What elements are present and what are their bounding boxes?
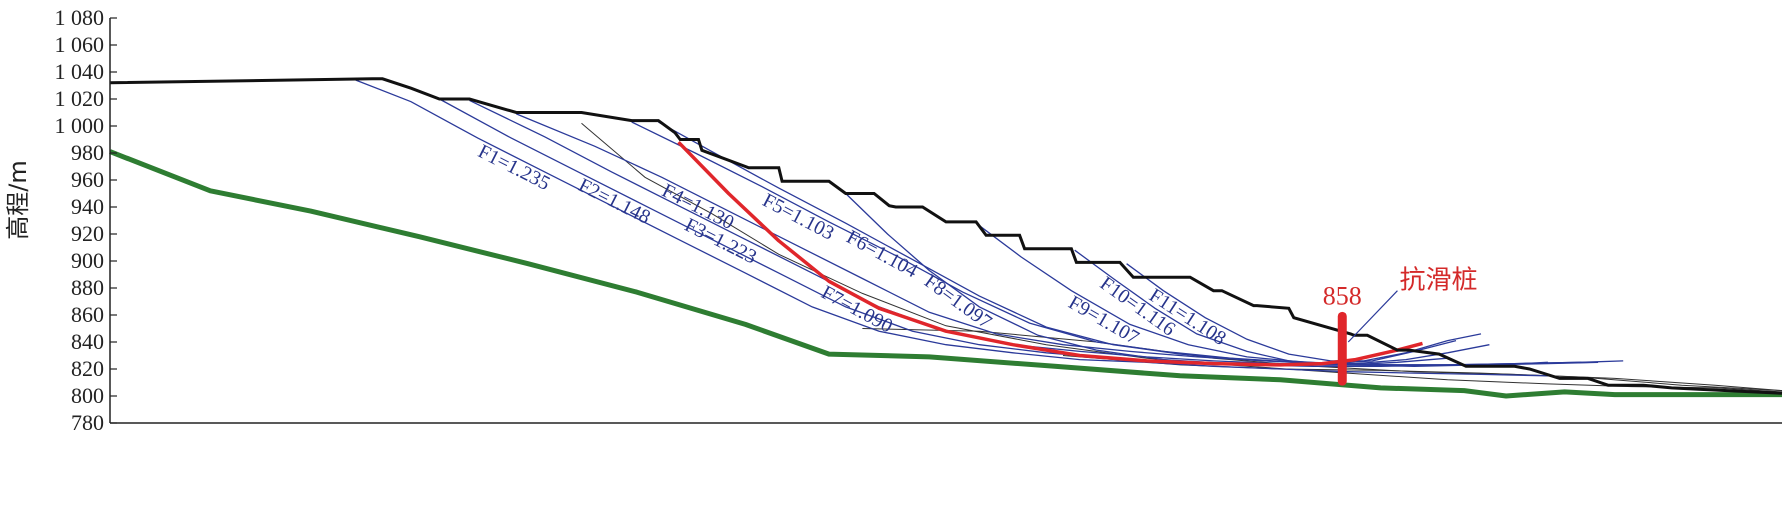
- thin-line-2: [862, 328, 1783, 392]
- pile-leader-line: [1347, 290, 1398, 343]
- thin-line-1: [581, 122, 1783, 393]
- y-tick-label: 840: [71, 329, 104, 354]
- slip-surface-f11: [1126, 263, 1482, 362]
- slip-surface-f10: [1074, 249, 1457, 365]
- y-axis-label: 高程/m: [4, 160, 32, 239]
- y-tick-label: 940: [71, 194, 104, 219]
- y-tick-label: 800: [71, 383, 104, 408]
- y-tick-label: 980: [71, 140, 104, 165]
- y-tick-label: 1 080: [55, 5, 105, 30]
- slip-surface-f5: [631, 121, 1548, 366]
- curve-label-f5: F5=1.103: [759, 189, 838, 244]
- y-tick-label: 880: [71, 275, 104, 300]
- critical-slip-surface: [677, 140, 1423, 367]
- bedrock-surface-line: [109, 149, 1782, 399]
- y-tick-label: 900: [71, 248, 104, 273]
- slip-surface-f6: [658, 121, 1582, 366]
- y-tick-label: 1 000: [55, 113, 105, 138]
- slip-surface-f2: [439, 98, 1624, 367]
- anti-slide-pile-group: 858 抗滑桩: [1323, 266, 1477, 386]
- y-tick-label: 780: [71, 410, 104, 435]
- y-tick-label: 1 020: [55, 86, 105, 111]
- slip-surface-f3: [469, 99, 1599, 367]
- slip-surface-f9: [975, 222, 1490, 365]
- y-tick-label: 1 040: [55, 59, 105, 84]
- curve-label-f2: F2=1.148: [575, 174, 654, 229]
- y-tick-label: 820: [71, 356, 104, 381]
- slip-surface-f1: [355, 79, 1548, 377]
- plot-lines: [109, 77, 1783, 399]
- ground-surface-line: [109, 77, 1783, 395]
- pile-elevation-label: 858: [1323, 281, 1362, 310]
- y-tick-label: 1 060: [55, 32, 105, 57]
- curve-label-f1: F1=1.235: [474, 140, 553, 195]
- y-tick-label: 920: [71, 221, 104, 246]
- pile-annotation-label: 抗滑桩: [1399, 266, 1477, 296]
- y-tick-label: 860: [71, 302, 104, 327]
- slip-surface-f8: [845, 193, 1448, 366]
- y-tick-label: 960: [71, 167, 104, 192]
